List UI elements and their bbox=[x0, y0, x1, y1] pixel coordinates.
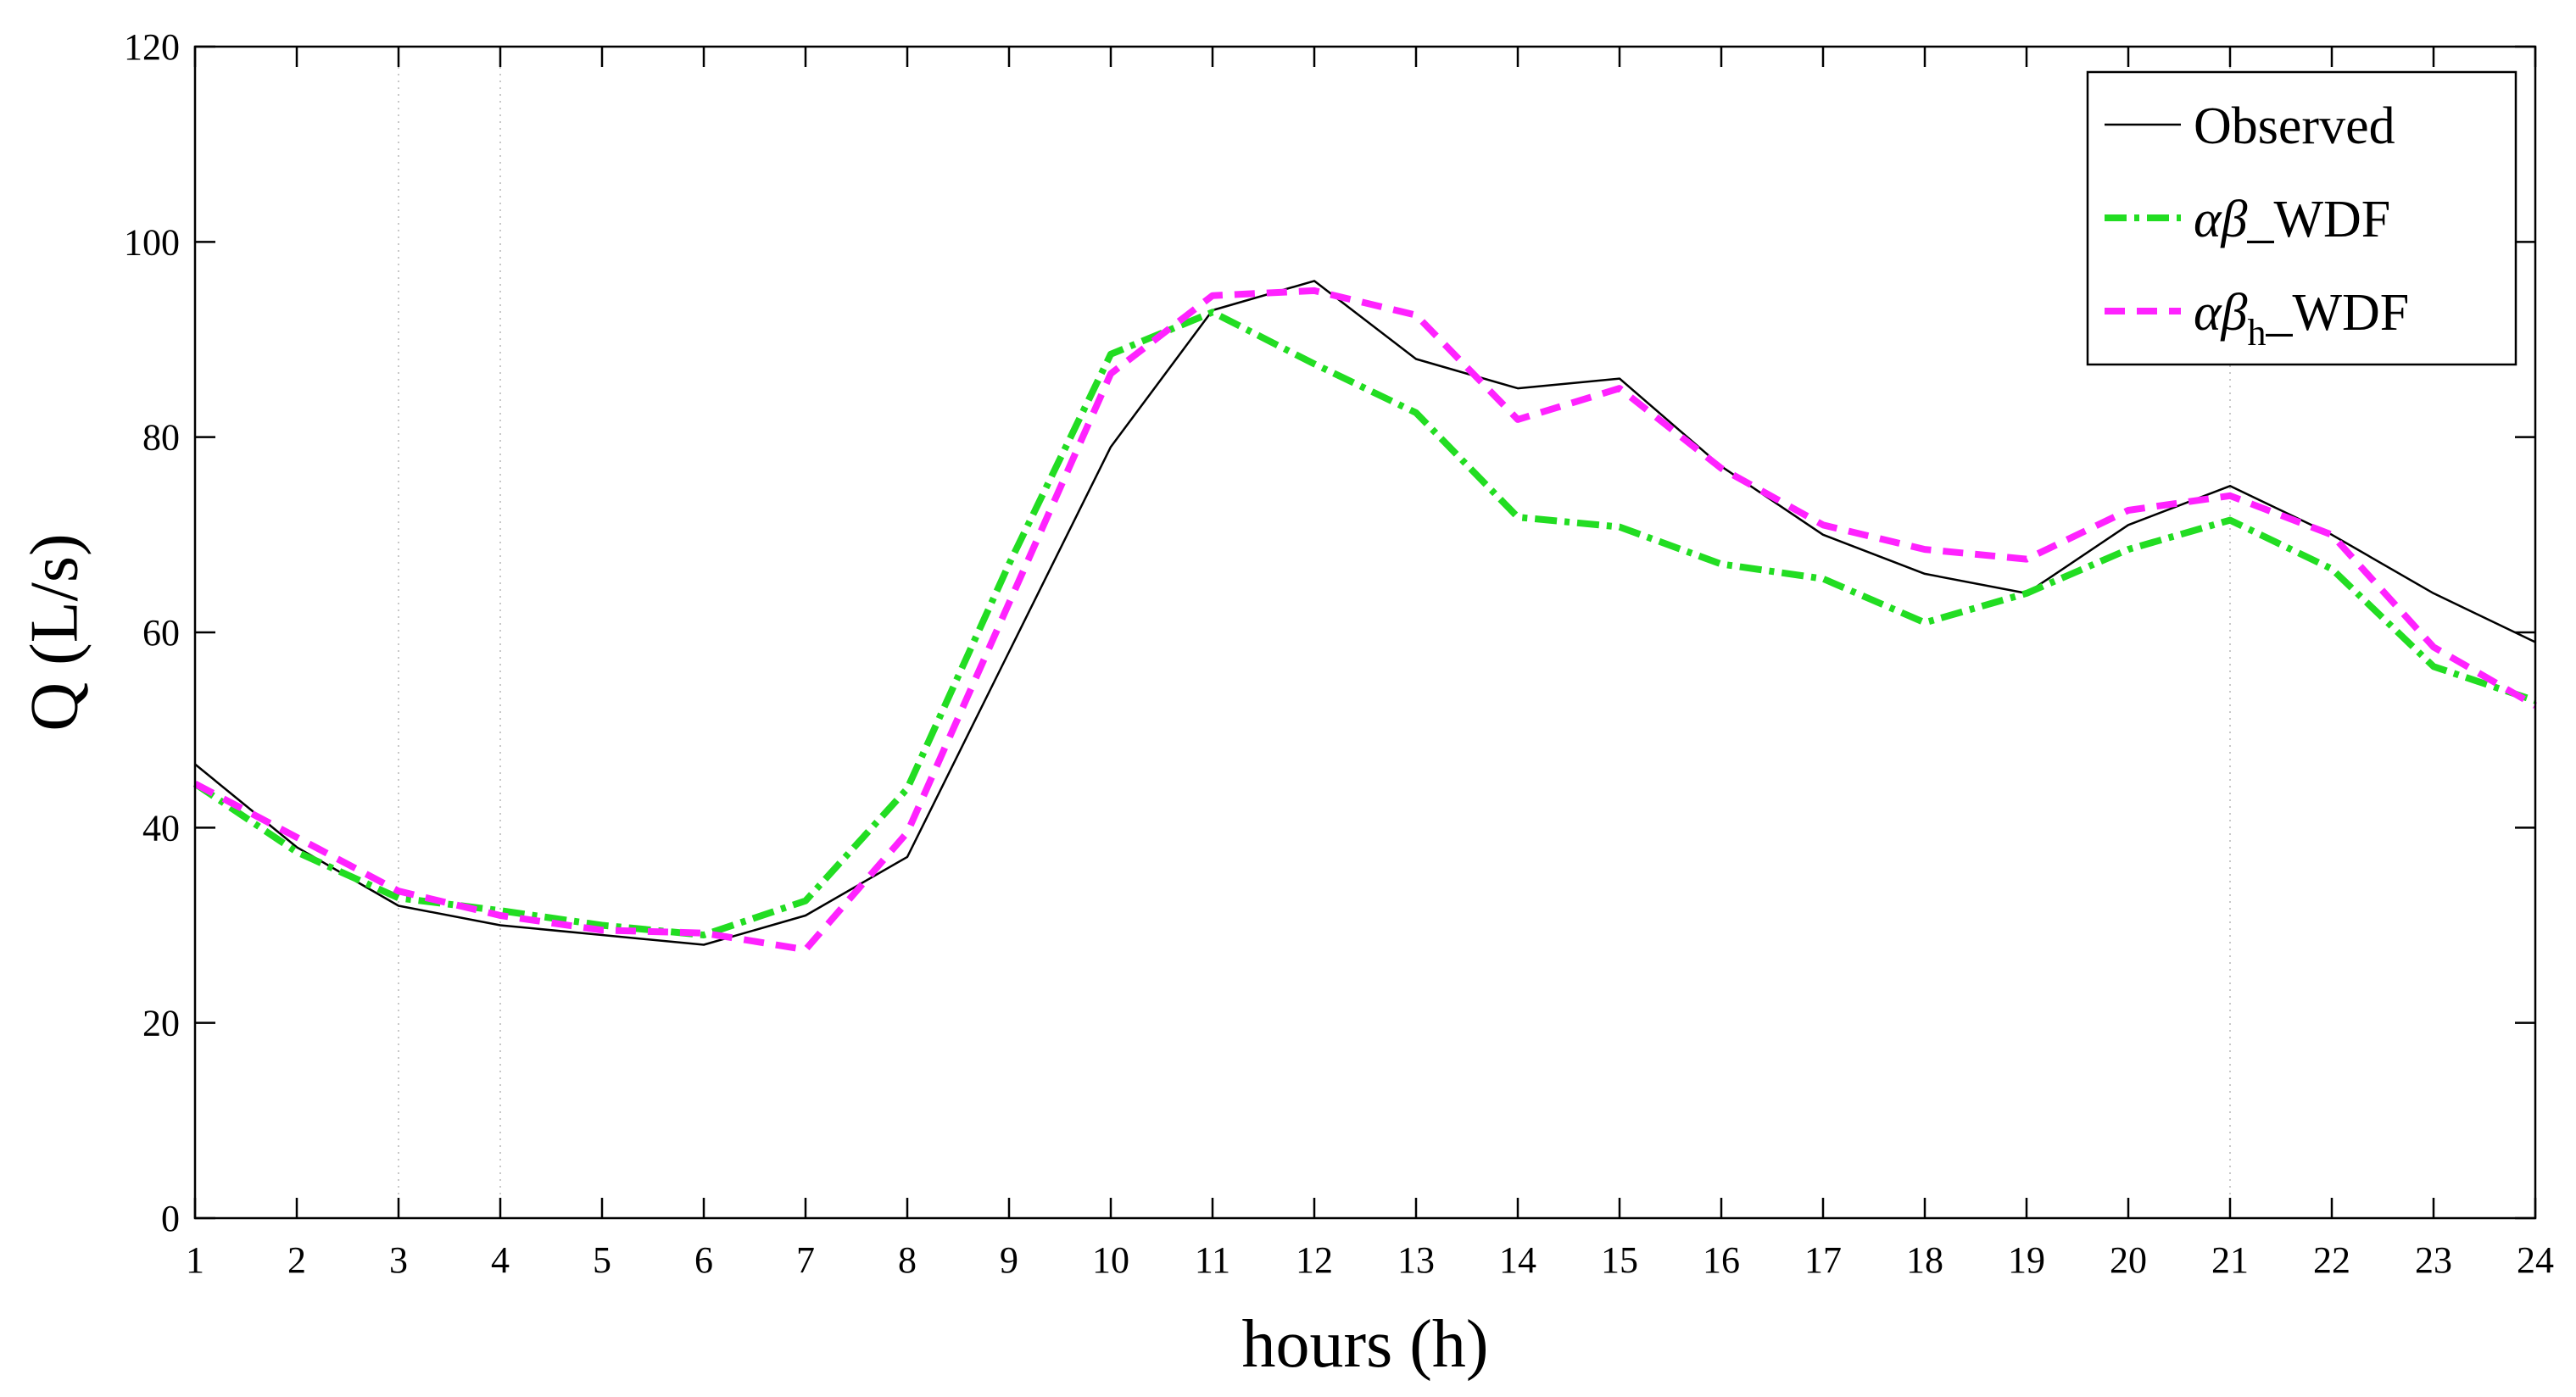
x-tick-label: 13 bbox=[1397, 1239, 1435, 1281]
legend-label-1: αβ_WDF bbox=[2194, 191, 2390, 248]
series-line-0 bbox=[194, 280, 2536, 946]
series-line-2 bbox=[193, 287, 2537, 954]
series-group bbox=[192, 280, 2537, 954]
x-tick-label: 1 bbox=[186, 1239, 204, 1281]
legend-label-2-sub: h bbox=[2247, 312, 2266, 353]
x-tick-label: 15 bbox=[1601, 1239, 1638, 1281]
y-tick-label: 100 bbox=[124, 221, 180, 263]
x-tick-label: 5 bbox=[593, 1239, 611, 1281]
y-tick-label: 20 bbox=[142, 1003, 180, 1044]
x-tick-label: 9 bbox=[1000, 1239, 1018, 1281]
x-tick-label: 18 bbox=[1906, 1239, 1943, 1281]
x-tick-label: 19 bbox=[2008, 1239, 2045, 1281]
x-tick-label: 16 bbox=[1703, 1239, 1740, 1281]
legend-label-2-greek: αβ bbox=[2194, 284, 2248, 342]
y-tick-label: 120 bbox=[124, 26, 180, 68]
legend-label-2-text: _WDF bbox=[2265, 284, 2409, 342]
x-tick-label: 8 bbox=[898, 1239, 917, 1281]
legend-label-2: αβh_WDF bbox=[2194, 284, 2409, 353]
legend-label-1-greek: αβ bbox=[2194, 191, 2248, 248]
y-tick-label: 40 bbox=[142, 807, 180, 849]
x-tick-label: 6 bbox=[694, 1239, 713, 1281]
x-tick-label: 21 bbox=[2211, 1239, 2249, 1281]
x-tick-label: 23 bbox=[2415, 1239, 2452, 1281]
y-tick-label: 80 bbox=[142, 417, 180, 459]
legend-label-1-text: _WDF bbox=[2246, 191, 2390, 248]
x-tick-label: 3 bbox=[389, 1239, 408, 1281]
x-tick-label: 10 bbox=[1092, 1239, 1129, 1281]
x-tick-label: 24 bbox=[2517, 1239, 2554, 1281]
legend-label-0: Observed bbox=[2194, 97, 2395, 155]
y-axis-title: Q (L/s) bbox=[17, 533, 92, 731]
x-tick-label: 17 bbox=[1804, 1239, 1842, 1281]
x-axis-title: hours (h) bbox=[1241, 1307, 1488, 1382]
axis-tick-labels: 1 2 3 4 5 6 7 8 9 10 11 12 13 14 15 16 17 18 19 20 21 22 23 240… bbox=[124, 26, 2554, 1281]
x-tick-label: 4 bbox=[491, 1239, 510, 1281]
x-tick-label: 22 bbox=[2313, 1239, 2350, 1281]
series-line-1 bbox=[192, 309, 2537, 938]
x-tick-label: 7 bbox=[796, 1239, 815, 1281]
x-tick-label: 14 bbox=[1499, 1239, 1536, 1281]
x-tick-label: 11 bbox=[1195, 1239, 1230, 1281]
axis-ticks bbox=[193, 45, 2537, 1220]
x-tick-label: 12 bbox=[1296, 1239, 1333, 1281]
legend-label-0-text: Observed bbox=[2194, 97, 2395, 155]
x-tick-label: 20 bbox=[2110, 1239, 2147, 1281]
x-tick-label: 2 bbox=[287, 1239, 306, 1281]
y-tick-label: 0 bbox=[161, 1198, 180, 1239]
y-tick-label: 60 bbox=[142, 612, 180, 654]
